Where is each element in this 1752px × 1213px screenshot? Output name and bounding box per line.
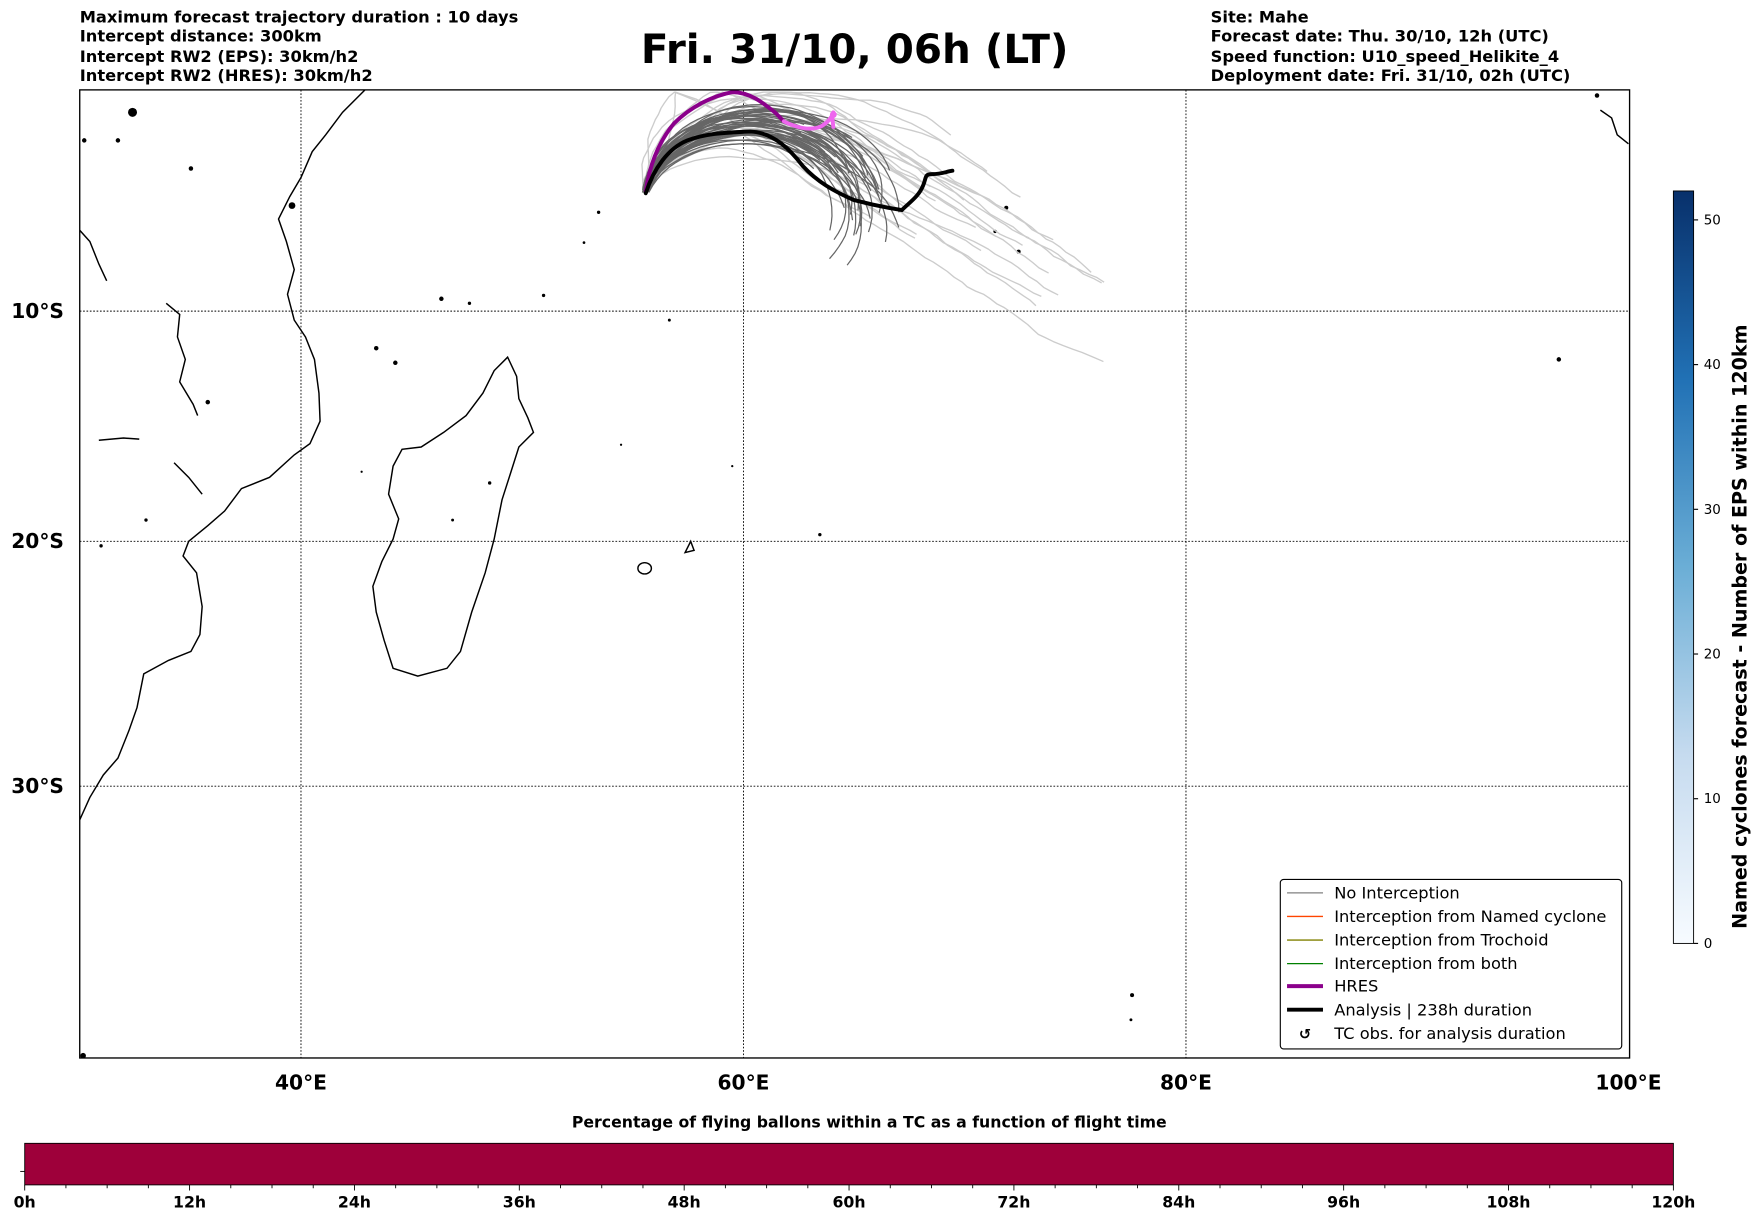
timebar: Percentage of flying ballons within a TC…: [14, 1113, 1696, 1212]
timebar-tick-label: 72h: [997, 1192, 1030, 1211]
australia-coast: [1599, 109, 1629, 145]
colorbar-tick-label: 40: [1704, 357, 1721, 373]
header-line: Intercept distance: 300km: [80, 27, 322, 46]
madagascar-coastline: [372, 355, 535, 677]
timebar-tick-label: 84h: [1162, 1192, 1195, 1211]
lon-label: 60°E: [717, 1070, 769, 1094]
header-info-right: Site: Mahe Forecast date: Thu. 30/10, 12…: [1211, 8, 1571, 85]
timebar-tick-label: 0h: [14, 1192, 36, 1211]
header-line: Deployment date: Fri. 31/10, 02h (UTC): [1211, 66, 1571, 85]
svg-text:Interception from Named cyclon: Interception from Named cyclone: [1334, 907, 1606, 926]
svg-text:Analysis | 238h duration: Analysis | 238h duration: [1334, 1000, 1532, 1019]
timebar-tick-label: 48h: [668, 1192, 701, 1211]
header-info-left: Maximum forecast trajectory duration : 1…: [80, 8, 519, 85]
colorbar-tick-label: 30: [1704, 502, 1721, 518]
colorbar: 0 10 20 30 40 50 Named cyclones forecast - Nu…: [1672, 190, 1751, 952]
legend: No Interception Interception from Named …: [1279, 878, 1623, 1050]
timebar-tick-label: 60h: [833, 1192, 866, 1211]
lon-label: 40°E: [275, 1070, 327, 1094]
timebar-tick-label: 12h: [173, 1192, 206, 1211]
header-line: Site: Mahe: [1211, 8, 1309, 27]
somalia-coastline: [79, 229, 108, 282]
timebar-tick-label: 24h: [338, 1192, 371, 1211]
svg-text:TC obs. for analysis duration: TC obs. for analysis duration: [1333, 1024, 1566, 1043]
eps-trajectory: [642, 147, 1104, 363]
hres-trajectory: [643, 90, 786, 193]
hres-end-marker: [829, 111, 837, 118]
colorbar-tick-label: 0: [1704, 936, 1713, 952]
legend-item-tc-obs: ↺ TC obs. for analysis duration: [1299, 1024, 1566, 1043]
mauritius-island: [683, 539, 696, 554]
cyclone-symbol-icon: ↺: [1299, 1026, 1311, 1043]
timebar-tick-label: 36h: [503, 1192, 536, 1211]
eps-trajectory: [642, 109, 883, 213]
legend-item-hres: HRES: [1287, 977, 1378, 996]
coast-segment: [173, 462, 203, 495]
header-line: Speed function: U10_speed_Helikite_4: [1211, 47, 1559, 66]
header-line: Forecast date: Thu. 30/10, 12h (UTC): [1211, 27, 1549, 46]
lat-label: 20°S: [11, 529, 64, 553]
legend-item-named-cyclone: Interception from Named cyclone: [1287, 907, 1606, 926]
lon-label: 80°E: [1160, 1070, 1212, 1094]
map-frame: [79, 89, 1631, 1059]
svg-text:HRES: HRES: [1334, 977, 1378, 996]
svg-text:Interception from Trochoid: Interception from Trochoid: [1334, 931, 1548, 950]
header-line: Intercept RW2 (EPS): 30km/h2: [80, 47, 359, 66]
gridlines: [79, 89, 1630, 1058]
timebar-title: Percentage of flying ballons within a TC…: [572, 1113, 1167, 1132]
reunion-island: [637, 561, 653, 575]
eps-trajectory: [644, 142, 862, 266]
eps-trajectory: [648, 143, 900, 228]
timebar-tick-label: 108h: [1487, 1192, 1531, 1211]
small-islands: [80, 93, 1600, 1058]
eps-trajectory: [645, 139, 854, 221]
legend-item-analysis: Analysis | 238h duration: [1287, 1000, 1532, 1019]
mozambique-inland: [98, 437, 140, 442]
colorbar-tick-label: 50: [1704, 212, 1721, 228]
colorbar-label: Named cyclones forecast - Number of EPS …: [1728, 325, 1751, 929]
timebar-tick-label: 120h: [1651, 1192, 1695, 1211]
africa-coastline: [79, 89, 366, 821]
header-line: Intercept RW2 (HRES): 30km/h2: [80, 66, 373, 85]
colorbar-tick-label: 10: [1704, 791, 1721, 807]
timebar-fill: [24, 1142, 1674, 1186]
legend-item-both: Interception from both: [1287, 954, 1518, 973]
analysis-trajectory: [643, 129, 955, 213]
header-line: Maximum forecast trajectory duration : 1…: [80, 8, 519, 27]
comoros-island: [165, 302, 199, 416]
svg-text:Interception from both: Interception from both: [1334, 954, 1517, 973]
lat-label: 30°S: [11, 774, 64, 798]
page-title: Fri. 31/10, 06h (LT): [641, 25, 1069, 73]
legend-item-no-interception: No Interception: [1287, 884, 1460, 903]
legend-item-trochoid: Interception from Trochoid: [1287, 931, 1549, 950]
eps-trajectory: [646, 131, 1102, 284]
map: 40°E 60°E 80°E 100°E 10°S 20°S 30°S: [11, 89, 1662, 1094]
colorbar-tick-label: 20: [1704, 647, 1721, 663]
coastlines: [79, 89, 1629, 1058]
colorbar-gradient: [1672, 190, 1695, 944]
timebar-tick-label: 96h: [1327, 1192, 1360, 1211]
svg-text:No Interception: No Interception: [1334, 884, 1460, 903]
lon-label: 100°E: [1595, 1070, 1661, 1094]
lat-label: 10°S: [11, 299, 64, 323]
